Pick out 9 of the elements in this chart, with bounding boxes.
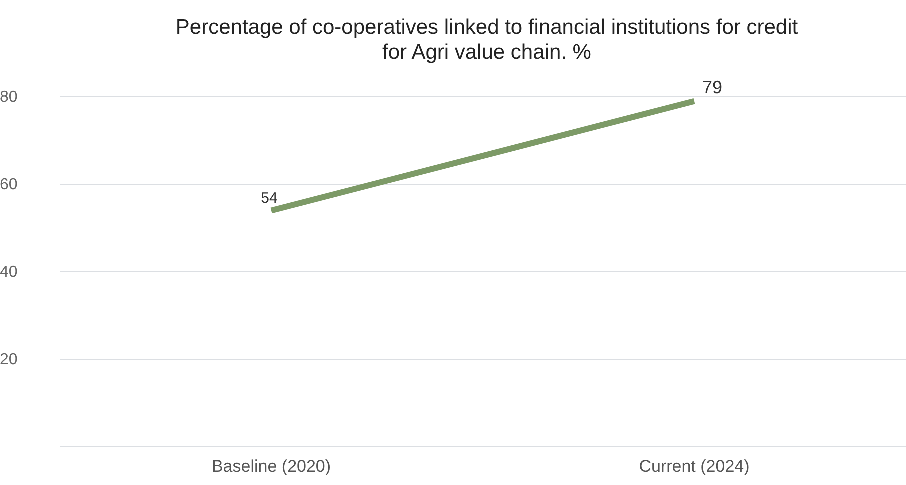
y-tick-label: 40 bbox=[0, 264, 18, 282]
x-tick-label: Baseline (2020) bbox=[212, 457, 332, 476]
data-label: 79 bbox=[702, 77, 723, 98]
chart-title: Percentage of co-operatives linked to financial institutions for credit for Agri value chain. % bbox=[176, 16, 798, 64]
x-tick-label: Current (2024) bbox=[639, 457, 750, 476]
data-label: 54 bbox=[261, 190, 278, 207]
y-tick-label: 20 bbox=[0, 352, 18, 369]
y-tick-label: 80 bbox=[0, 89, 18, 106]
y-tick-label: 60 bbox=[0, 176, 18, 194]
